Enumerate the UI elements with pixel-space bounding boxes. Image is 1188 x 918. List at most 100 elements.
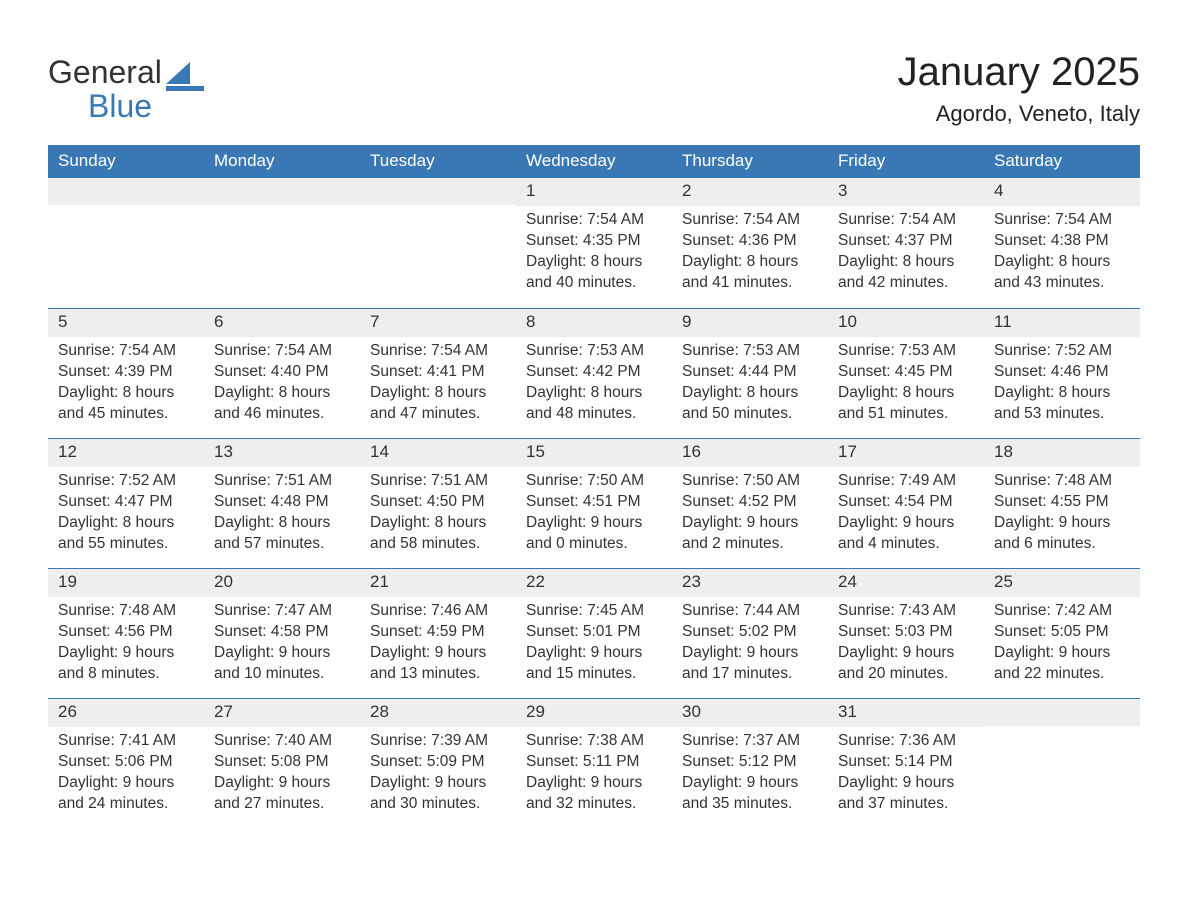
- day-cell: 7Sunrise: 7:54 AMSunset: 4:41 PMDaylight…: [360, 309, 516, 438]
- day-cell: 24Sunrise: 7:43 AMSunset: 5:03 PMDayligh…: [828, 569, 984, 698]
- sunrise-line: Sunrise: 7:36 AM: [838, 731, 974, 752]
- daylight-line: Daylight: 8 hours and 46 minutes.: [214, 383, 350, 425]
- sunrise-line: Sunrise: 7:42 AM: [994, 601, 1130, 622]
- week-row: 19Sunrise: 7:48 AMSunset: 4:56 PMDayligh…: [48, 568, 1140, 698]
- day-cell: 5Sunrise: 7:54 AMSunset: 4:39 PMDaylight…: [48, 309, 204, 438]
- daylight-line: Daylight: 9 hours and 0 minutes.: [526, 513, 662, 555]
- day-number: 26: [48, 699, 204, 727]
- day-body: [984, 726, 1140, 828]
- day-body: Sunrise: 7:44 AMSunset: 5:02 PMDaylight:…: [672, 597, 828, 698]
- day-body: [204, 205, 360, 308]
- day-body: Sunrise: 7:54 AMSunset: 4:35 PMDaylight:…: [516, 206, 672, 308]
- sunrise-line: Sunrise: 7:38 AM: [526, 731, 662, 752]
- day-body: Sunrise: 7:53 AMSunset: 4:45 PMDaylight:…: [828, 337, 984, 438]
- day-number: 20: [204, 569, 360, 597]
- sunset-line: Sunset: 4:38 PM: [994, 231, 1130, 252]
- month-title: January 2025: [898, 50, 1140, 95]
- day-body: Sunrise: 7:39 AMSunset: 5:09 PMDaylight:…: [360, 727, 516, 828]
- daylight-line: Daylight: 8 hours and 53 minutes.: [994, 383, 1130, 425]
- day-number: 16: [672, 439, 828, 467]
- sunrise-line: Sunrise: 7:41 AM: [58, 731, 194, 752]
- sunset-line: Sunset: 5:02 PM: [682, 622, 818, 643]
- day-cell: 10Sunrise: 7:53 AMSunset: 4:45 PMDayligh…: [828, 309, 984, 438]
- day-cell: 16Sunrise: 7:50 AMSunset: 4:52 PMDayligh…: [672, 439, 828, 568]
- daylight-line: Daylight: 8 hours and 43 minutes.: [994, 252, 1130, 294]
- logo-text: General Blue: [48, 56, 162, 123]
- daylight-line: Daylight: 8 hours and 45 minutes.: [58, 383, 194, 425]
- daylight-line: Daylight: 9 hours and 15 minutes.: [526, 643, 662, 685]
- sunrise-line: Sunrise: 7:47 AM: [214, 601, 350, 622]
- sunset-line: Sunset: 5:06 PM: [58, 752, 194, 773]
- daylight-line: Daylight: 9 hours and 32 minutes.: [526, 773, 662, 815]
- day-body: Sunrise: 7:51 AMSunset: 4:48 PMDaylight:…: [204, 467, 360, 568]
- day-cell: 4Sunrise: 7:54 AMSunset: 4:38 PMDaylight…: [984, 178, 1140, 308]
- day-cell: 15Sunrise: 7:50 AMSunset: 4:51 PMDayligh…: [516, 439, 672, 568]
- day-number: 21: [360, 569, 516, 597]
- sunrise-line: Sunrise: 7:48 AM: [994, 471, 1130, 492]
- day-number: 11: [984, 309, 1140, 337]
- day-number: 12: [48, 439, 204, 467]
- day-cell: 9Sunrise: 7:53 AMSunset: 4:44 PMDaylight…: [672, 309, 828, 438]
- day-number: 28: [360, 699, 516, 727]
- day-body: [360, 205, 516, 308]
- sunrise-line: Sunrise: 7:45 AM: [526, 601, 662, 622]
- sunset-line: Sunset: 4:44 PM: [682, 362, 818, 383]
- daylight-line: Daylight: 8 hours and 42 minutes.: [838, 252, 974, 294]
- day-number: 8: [516, 309, 672, 337]
- day-header-cell: Monday: [204, 145, 360, 178]
- day-cell: 17Sunrise: 7:49 AMSunset: 4:54 PMDayligh…: [828, 439, 984, 568]
- sunrise-line: Sunrise: 7:54 AM: [58, 341, 194, 362]
- sunset-line: Sunset: 5:09 PM: [370, 752, 506, 773]
- day-cell: 27Sunrise: 7:40 AMSunset: 5:08 PMDayligh…: [204, 699, 360, 828]
- day-number: [48, 178, 204, 205]
- day-number: 4: [984, 178, 1140, 206]
- day-header-cell: Thursday: [672, 145, 828, 178]
- sunset-line: Sunset: 4:50 PM: [370, 492, 506, 513]
- day-number: 2: [672, 178, 828, 206]
- day-body: Sunrise: 7:40 AMSunset: 5:08 PMDaylight:…: [204, 727, 360, 828]
- day-cell: 6Sunrise: 7:54 AMSunset: 4:40 PMDaylight…: [204, 309, 360, 438]
- day-number: 18: [984, 439, 1140, 467]
- sunset-line: Sunset: 4:42 PM: [526, 362, 662, 383]
- day-body: Sunrise: 7:48 AMSunset: 4:56 PMDaylight:…: [48, 597, 204, 698]
- document-header: General Blue January 2025 Agordo, Veneto…: [48, 50, 1140, 141]
- day-body: Sunrise: 7:54 AMSunset: 4:37 PMDaylight:…: [828, 206, 984, 308]
- sunset-line: Sunset: 4:45 PM: [838, 362, 974, 383]
- sunset-line: Sunset: 4:59 PM: [370, 622, 506, 643]
- logo-text-general: General: [48, 54, 162, 90]
- day-cell: 19Sunrise: 7:48 AMSunset: 4:56 PMDayligh…: [48, 569, 204, 698]
- week-row: 12Sunrise: 7:52 AMSunset: 4:47 PMDayligh…: [48, 438, 1140, 568]
- daylight-line: Daylight: 8 hours and 50 minutes.: [682, 383, 818, 425]
- sunset-line: Sunset: 4:56 PM: [58, 622, 194, 643]
- day-number: 22: [516, 569, 672, 597]
- day-cell: 30Sunrise: 7:37 AMSunset: 5:12 PMDayligh…: [672, 699, 828, 828]
- daylight-line: Daylight: 9 hours and 10 minutes.: [214, 643, 350, 685]
- day-cell: [360, 178, 516, 308]
- sunrise-line: Sunrise: 7:54 AM: [214, 341, 350, 362]
- day-number: 23: [672, 569, 828, 597]
- sail-icon: [166, 62, 206, 99]
- sunset-line: Sunset: 4:58 PM: [214, 622, 350, 643]
- sunrise-line: Sunrise: 7:46 AM: [370, 601, 506, 622]
- sunset-line: Sunset: 4:41 PM: [370, 362, 506, 383]
- day-body: Sunrise: 7:54 AMSunset: 4:39 PMDaylight:…: [48, 337, 204, 438]
- sunrise-line: Sunrise: 7:51 AM: [370, 471, 506, 492]
- sunset-line: Sunset: 5:08 PM: [214, 752, 350, 773]
- day-number: 15: [516, 439, 672, 467]
- day-cell: 11Sunrise: 7:52 AMSunset: 4:46 PMDayligh…: [984, 309, 1140, 438]
- daylight-line: Daylight: 9 hours and 4 minutes.: [838, 513, 974, 555]
- day-body: Sunrise: 7:42 AMSunset: 5:05 PMDaylight:…: [984, 597, 1140, 698]
- day-body: Sunrise: 7:54 AMSunset: 4:36 PMDaylight:…: [672, 206, 828, 308]
- day-header-cell: Saturday: [984, 145, 1140, 178]
- sunrise-line: Sunrise: 7:52 AM: [58, 471, 194, 492]
- sunset-line: Sunset: 4:35 PM: [526, 231, 662, 252]
- daylight-line: Daylight: 9 hours and 35 minutes.: [682, 773, 818, 815]
- day-number: 3: [828, 178, 984, 206]
- daylight-line: Daylight: 8 hours and 58 minutes.: [370, 513, 506, 555]
- day-body: Sunrise: 7:50 AMSunset: 4:51 PMDaylight:…: [516, 467, 672, 568]
- day-body: Sunrise: 7:53 AMSunset: 4:44 PMDaylight:…: [672, 337, 828, 438]
- day-header-row: SundayMondayTuesdayWednesdayThursdayFrid…: [48, 145, 1140, 178]
- daylight-line: Daylight: 9 hours and 20 minutes.: [838, 643, 974, 685]
- sunrise-line: Sunrise: 7:53 AM: [838, 341, 974, 362]
- day-body: Sunrise: 7:50 AMSunset: 4:52 PMDaylight:…: [672, 467, 828, 568]
